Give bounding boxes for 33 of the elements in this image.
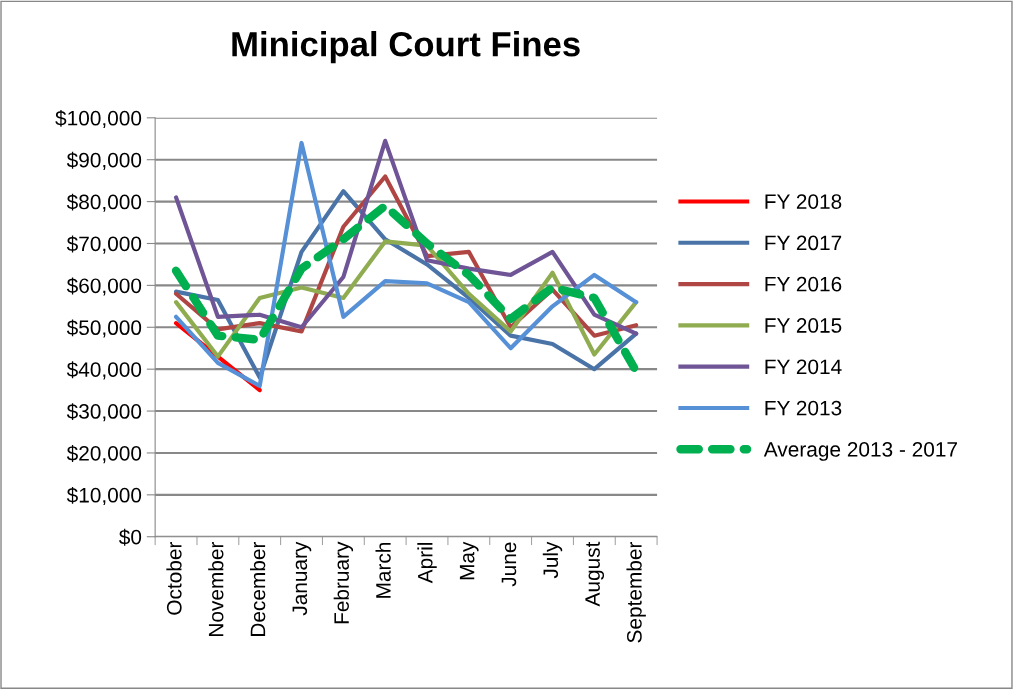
legend-label: FY 2015: [765, 318, 842, 333]
x-tick-label: December: [250, 541, 266, 636]
line-series: [173, 140, 639, 389]
chart-title: Minicipal Court Fines: [232, 31, 580, 64]
x-tick-label: August: [585, 541, 605, 607]
x-tick-label: October: [166, 541, 182, 615]
y-tick-label: $70,000: [66, 235, 142, 254]
legend-label: FY 2017: [765, 235, 842, 251]
x-tick-label: May: [459, 541, 479, 580]
x-tick-label: September: [626, 541, 646, 643]
x-tick-label: June: [501, 542, 517, 587]
x-tick-label: November: [208, 541, 224, 636]
y-tick-label: $30,000: [66, 403, 142, 422]
line-series: [173, 138, 639, 336]
y-tick-label: $90,000: [66, 151, 142, 170]
y-tick-label: $20,000: [66, 445, 142, 464]
legend-label: FY 2014: [765, 359, 842, 375]
legend-label: Average 2013 - 2017: [763, 442, 957, 461]
y-tick-label: $50,000: [66, 319, 142, 338]
y-tick-label: $10,000: [66, 486, 142, 506]
y-tick-label: $0: [119, 528, 142, 546]
legend-label: FY 2013: [765, 400, 842, 416]
x-tick-label: April: [417, 542, 437, 584]
y-tick-label: $40,000: [66, 361, 142, 380]
legend-label: FY 2018: [765, 194, 842, 209]
x-tick-label: March: [375, 542, 391, 598]
x-tick-label: January: [292, 541, 312, 616]
x-tick-label: February: [333, 541, 354, 624]
legend-label: FY 2016: [765, 276, 842, 292]
y-tick-label: $60,000: [66, 277, 142, 296]
x-tick-label: July: [542, 541, 563, 579]
y-tick-label: $100,000: [55, 109, 142, 129]
y-tick-label: $80,000: [66, 193, 142, 212]
